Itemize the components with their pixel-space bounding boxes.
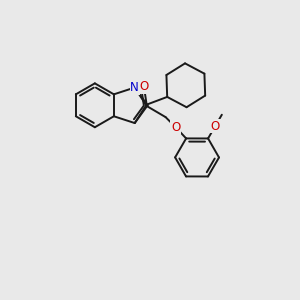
Text: O: O: [171, 121, 180, 134]
Text: O: O: [139, 80, 148, 93]
Text: N: N: [130, 81, 139, 94]
Text: O: O: [211, 120, 220, 133]
